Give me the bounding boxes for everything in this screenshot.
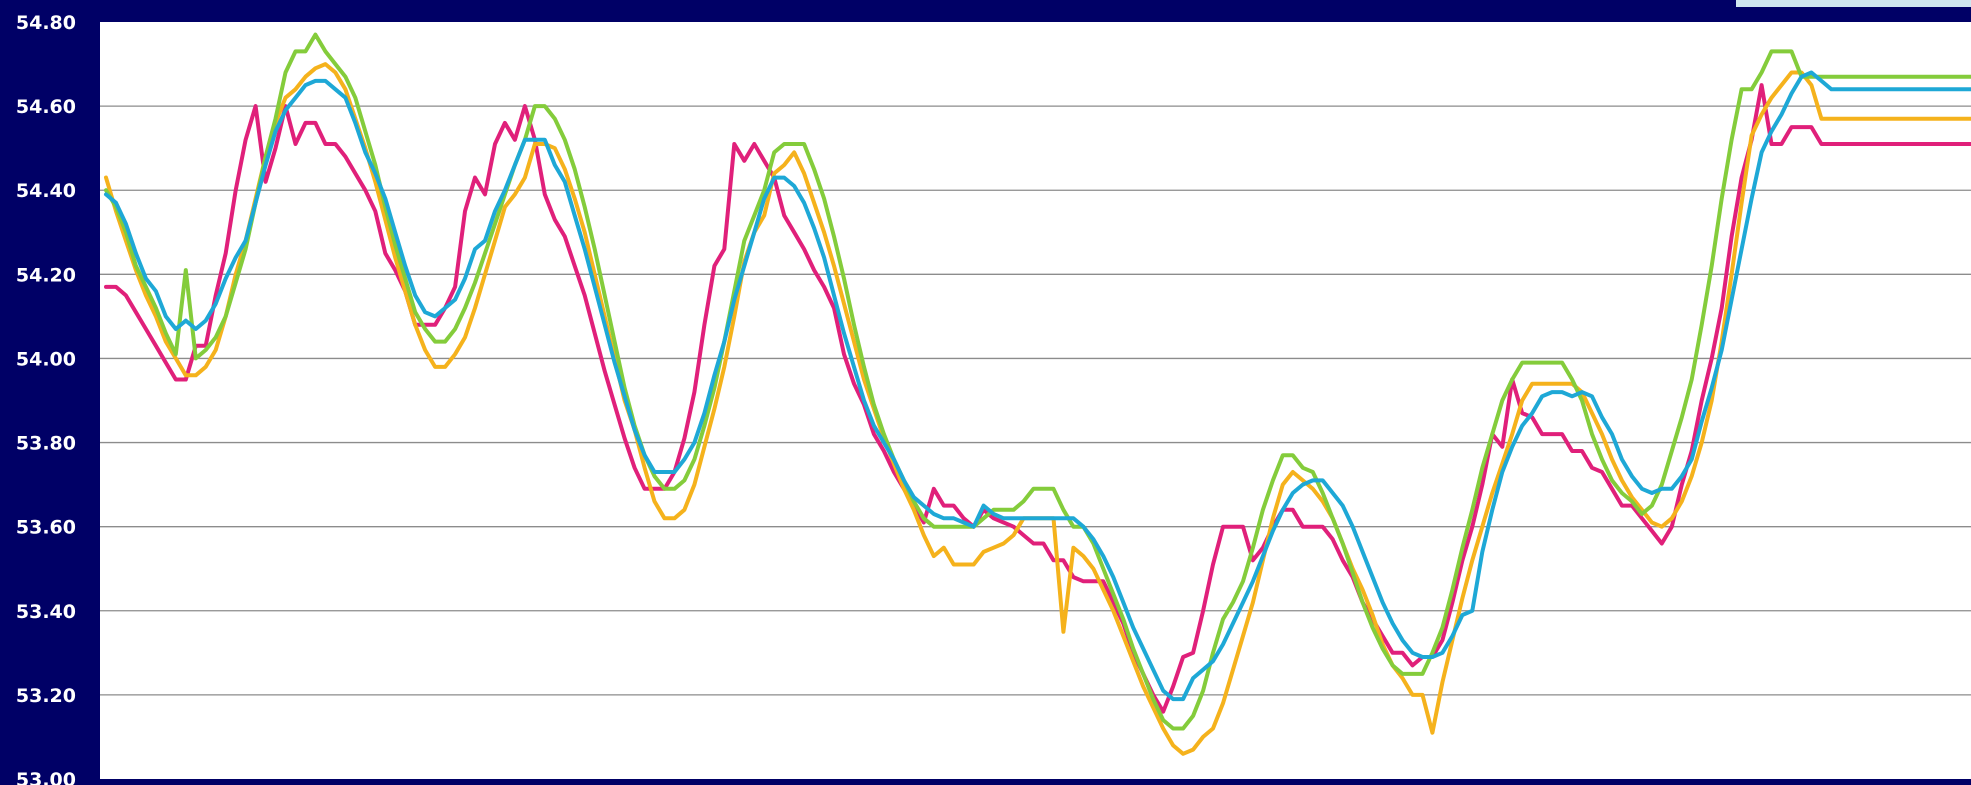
y-tick-label: 53.80 <box>16 433 76 455</box>
gridlines <box>100 105 1971 696</box>
y-tick-label: 54.60 <box>16 96 76 118</box>
y-tick-label: 53.40 <box>16 601 76 623</box>
image-thumbnail-corner <box>1736 0 1971 7</box>
plot-area <box>100 22 1971 779</box>
y-tick-label: 53.60 <box>16 517 76 539</box>
y-tick-label: 53.00 <box>16 769 76 785</box>
y-tick-label: 54.40 <box>16 180 76 202</box>
series-line-4 <box>104 70 1971 702</box>
y-axis-ticks: 53.00 53.20 53.40 53.60 53.80 54.00 54.20 54.40… <box>16 12 76 785</box>
y-tick-label: 54.20 <box>16 264 76 286</box>
y-tick-label: 53.20 <box>16 685 76 707</box>
y-tick-label: 54.00 <box>16 348 76 370</box>
y-tick-label: 54.80 <box>16 12 76 34</box>
series-lines <box>104 32 1971 756</box>
